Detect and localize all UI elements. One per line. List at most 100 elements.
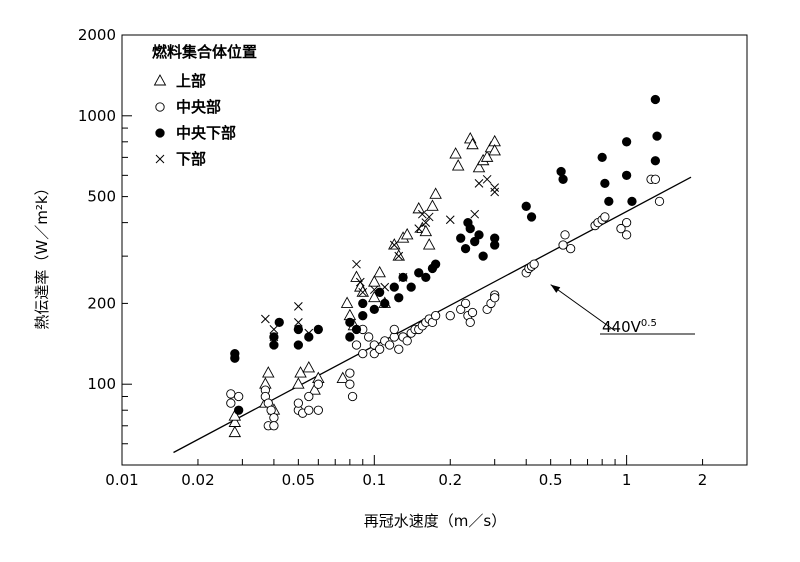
data-point (402, 336, 412, 346)
x-tick-label: 2 (698, 471, 708, 489)
data-point-stroke-b (369, 285, 379, 295)
data-point (368, 290, 381, 303)
data-point (304, 332, 314, 342)
data-point (429, 187, 442, 199)
data-point (304, 405, 314, 415)
data-point (621, 230, 632, 240)
data-point (269, 413, 279, 423)
data-point (474, 179, 484, 188)
data-point (368, 275, 381, 287)
data-point (350, 270, 363, 282)
data-point-stroke-b (490, 187, 500, 197)
x-tick-label: 1 (622, 471, 632, 489)
fit-line-label: 440V0.5 (602, 318, 657, 336)
data-point (384, 340, 395, 350)
data-point (313, 324, 323, 335)
legend-marker-3 (155, 154, 165, 164)
data-point (419, 224, 433, 237)
data-point (340, 296, 354, 308)
data-point-stroke-b (294, 317, 303, 327)
data-point (369, 285, 379, 295)
series-0 (228, 131, 501, 438)
data-point (558, 174, 568, 184)
data-point (302, 360, 316, 373)
data-point (445, 215, 455, 225)
data-point (304, 391, 314, 402)
data-point (274, 317, 284, 327)
data-point (529, 259, 539, 269)
data-point (604, 196, 614, 207)
data-point (488, 143, 501, 156)
data-point (389, 324, 399, 335)
data-point (490, 183, 500, 192)
data-point (430, 311, 441, 321)
data-point-stroke-b (269, 325, 279, 334)
y-axis-title: 熱伝達率（W／m²k） (33, 180, 51, 329)
data-point (490, 240, 500, 250)
data-point (373, 265, 386, 278)
data-point (269, 421, 279, 431)
point-layer (226, 94, 665, 438)
data-point (356, 285, 370, 297)
data-point (421, 272, 431, 283)
series-1 (226, 174, 665, 431)
data-point (389, 282, 399, 292)
data-point (621, 170, 632, 180)
legend-title: 燃料集合体位置 (152, 43, 257, 61)
data-point (358, 298, 368, 309)
data-point (293, 340, 304, 350)
data-point-stroke-b (490, 183, 500, 192)
data-point (364, 332, 374, 342)
legend-marker-2 (155, 128, 165, 138)
data-point (414, 268, 424, 278)
data-point (621, 217, 632, 228)
data-point (261, 314, 270, 324)
data-point (226, 389, 236, 399)
data-point (456, 304, 466, 315)
data-point (234, 391, 244, 402)
data-point (345, 368, 355, 378)
data-point (465, 223, 475, 234)
data-point (521, 201, 531, 211)
data-point (470, 236, 480, 247)
x-tick-label: 0.01 (105, 471, 138, 489)
data-point-stroke-b (389, 240, 399, 250)
data-point (294, 317, 303, 327)
data-point (313, 379, 323, 389)
data-point (600, 178, 610, 189)
series-3 (261, 174, 500, 342)
y-tick-label: 500 (87, 188, 116, 206)
data-point (398, 273, 408, 282)
data-point (467, 307, 478, 318)
data-point (228, 425, 242, 438)
x-tick-label: 0.2 (438, 471, 462, 489)
x-tick-label: 0.5 (539, 471, 563, 489)
data-point-stroke-b (304, 328, 314, 338)
data-point-stroke-b (358, 287, 368, 297)
data-point-stroke-b (424, 212, 434, 222)
data-point (269, 332, 279, 342)
data-point (345, 317, 355, 327)
x-tick-label: 0.02 (181, 471, 214, 489)
data-point (234, 405, 244, 415)
data-point (621, 137, 632, 147)
fit-line-label-exponent: 0.5 (641, 318, 657, 329)
data-point-stroke-b (394, 251, 404, 261)
data-point (308, 383, 321, 395)
y-tick-label: 200 (87, 294, 116, 312)
series-2 (230, 94, 662, 415)
data-point (336, 371, 350, 383)
legend-label-2: 中央下部 (176, 124, 236, 142)
data-point (345, 379, 355, 389)
data-point-stroke-b (445, 215, 455, 225)
legend-label-0: 上部 (176, 72, 206, 90)
data-point (355, 277, 365, 287)
data-point (226, 398, 236, 408)
data-point (472, 160, 486, 173)
data-point (560, 230, 570, 240)
data-point (351, 324, 362, 335)
x-axis-title: 再冠水速度（m／s） (364, 512, 506, 530)
data-point (358, 348, 368, 359)
data-point (650, 174, 661, 184)
